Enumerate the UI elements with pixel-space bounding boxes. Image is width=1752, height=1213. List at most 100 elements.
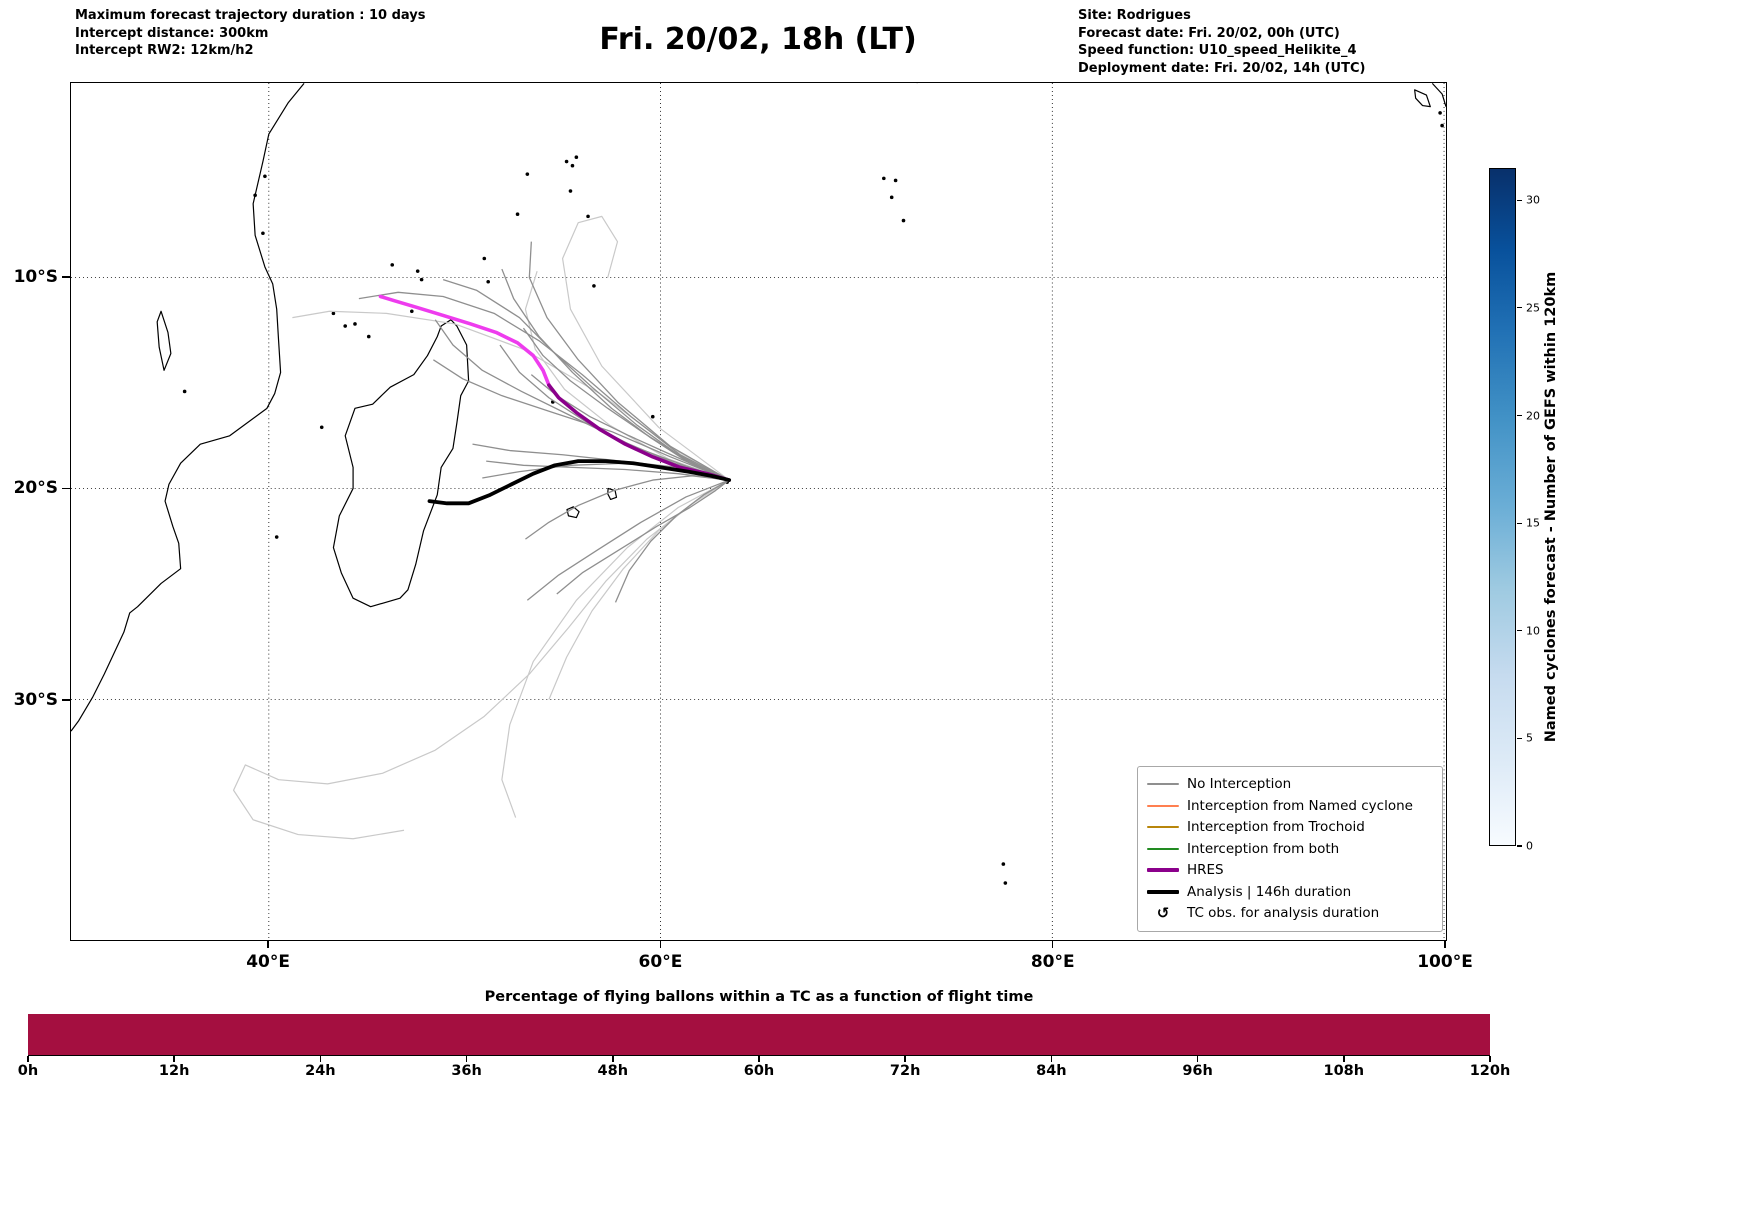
- island-dot: [253, 193, 257, 198]
- island-dot: [419, 277, 424, 282]
- legend-item: Interception from Trochoid: [1147, 817, 1433, 839]
- legend-label: Interception from Named cyclone: [1187, 797, 1413, 814]
- legend-line-swatch: [1147, 847, 1179, 850]
- bottom-chart-tick-label: 36h: [451, 1063, 482, 1079]
- colorbar-tick: [1517, 199, 1522, 201]
- island-dot: [263, 174, 267, 179]
- colorbar-gradient: [1489, 168, 1516, 846]
- bottom-chart-tick: [27, 1056, 29, 1062]
- island-dot: [1438, 111, 1442, 115]
- bottom-chart-tick-label: 12h: [158, 1063, 190, 1079]
- param-line-duration: Maximum forecast trajectory duration : 1…: [75, 8, 426, 23]
- legend-label: Interception from both: [1187, 840, 1340, 857]
- island-dot: [274, 535, 279, 539]
- legend-line-swatch: [1147, 804, 1179, 807]
- legend-line-swatch: [1147, 783, 1179, 786]
- legend-line: [1147, 889, 1179, 894]
- colorbar-tick-label: 10: [1526, 624, 1540, 638]
- gefs-trajectory: [486, 460, 730, 481]
- legend-item: Interception from Named cyclone: [1147, 795, 1433, 817]
- island-dot: [568, 189, 573, 193]
- y-axis-tick: [62, 487, 70, 490]
- x-axis-tick: [267, 941, 269, 948]
- gefs-trajectory: [548, 479, 730, 700]
- legend-line: [1147, 868, 1179, 873]
- island-dot: [564, 159, 569, 164]
- y-axis-tick: [62, 276, 70, 278]
- gefs-trajectory: [614, 479, 730, 603]
- bottom-chart-tick-label: 48h: [597, 1063, 629, 1079]
- bottom-chart-tick: [1489, 1056, 1491, 1062]
- map-plot-area: No Interception Interception from Named c…: [70, 82, 1447, 941]
- x-tick-label: 80°E: [1030, 952, 1075, 972]
- bottom-chart-tick-label: 96h: [1182, 1063, 1213, 1079]
- island-dot: [353, 322, 357, 326]
- bottom-chart-tick-label: 24h: [305, 1063, 336, 1079]
- gefs-trajectory: [501, 268, 730, 481]
- x-tick-label: 60°E: [638, 952, 683, 972]
- legend-line-swatch: [1147, 826, 1179, 829]
- colorbar-label: Named cyclones forecast - Number of GEFS…: [1543, 271, 1559, 743]
- island-dot: [586, 214, 590, 219]
- island-dot: [574, 155, 579, 160]
- island-dot: [525, 172, 530, 176]
- legend-label: Analysis | 146h duration: [1187, 883, 1352, 900]
- map-canvas: [71, 83, 1446, 940]
- x-axis-tick: [659, 941, 662, 948]
- island-dot: [415, 269, 420, 273]
- gefs-trajectory: [524, 270, 730, 481]
- gefs-trajectory: [526, 479, 730, 601]
- gefs-trajectory: [556, 479, 730, 595]
- legend-item: No Interception: [1147, 774, 1433, 796]
- colorbar-tick: [1517, 737, 1522, 739]
- island-dot: [1003, 881, 1008, 885]
- colorbar-tick-label: 30: [1526, 193, 1540, 207]
- colorbar-tick: [1517, 414, 1522, 417]
- island-dot: [319, 425, 324, 430]
- colorbar-tick-label: 5: [1526, 731, 1533, 745]
- gefs-trajectory: [522, 327, 730, 481]
- island-dot: [486, 279, 490, 284]
- bottom-chart-tick: [1196, 1056, 1199, 1062]
- gefs-trajectory: [232, 479, 730, 840]
- coastline-sumatra-coast: [1431, 83, 1446, 107]
- bottom-chart-tick: [1050, 1056, 1053, 1062]
- gefs-trajectory: [501, 479, 730, 818]
- island-dot: [331, 311, 336, 316]
- coastline-siberut: [1414, 89, 1431, 108]
- colorbar-tick: [1517, 845, 1522, 847]
- figure-title: Fri. 20/02, 18h (LT): [599, 22, 917, 57]
- legend-item: ↺ TC obs. for analysis duration: [1147, 903, 1433, 925]
- colorbar-tick-label: 20: [1526, 409, 1540, 423]
- island-dot: [515, 212, 520, 216]
- bottom-chart-tick-label: 84h: [1036, 1063, 1067, 1079]
- coastline-madagascar: [332, 319, 470, 608]
- gefs-trajectory: [525, 475, 730, 540]
- bottom-chart-tick: [173, 1056, 175, 1062]
- legend-item: Analysis | 146h duration: [1147, 881, 1433, 903]
- gefs-trajectory: [433, 359, 730, 481]
- bottom-chart-tick: [758, 1056, 760, 1062]
- island-dot: [592, 284, 596, 288]
- colorbar-tick-label: 25: [1526, 301, 1540, 315]
- gefs-trajectory: [434, 319, 730, 481]
- speed-function-line: Speed function: U10_speed_Helikite_4: [1078, 43, 1357, 59]
- colorbar-tick: [1517, 522, 1522, 524]
- gefs-trajectory: [358, 291, 730, 481]
- legend-line: [1147, 847, 1179, 850]
- analysis-trajectory: [427, 459, 732, 506]
- colorbar-tick: [1517, 630, 1522, 632]
- param-line-intercept-distance: Intercept distance: 300km: [75, 25, 269, 41]
- island-dot: [882, 176, 886, 181]
- bottom-chart-tick-label: 108h: [1323, 1063, 1365, 1079]
- island-dot: [901, 218, 906, 223]
- site-line: Site: Rodrigues: [1078, 8, 1191, 23]
- x-axis-tick: [1444, 941, 1446, 948]
- y-tick-label: 20°S: [13, 478, 58, 499]
- tc-obs-rotate-icon: ↺: [1156, 903, 1170, 922]
- gefs-trajectory: [561, 215, 730, 481]
- forecast-params-block: Maximum forecast trajectory duration : 1…: [75, 7, 426, 60]
- legend-item: HRES: [1147, 860, 1433, 882]
- site-info-block: Site: Rodrigues Forecast date: Fri. 20/0…: [1078, 7, 1365, 77]
